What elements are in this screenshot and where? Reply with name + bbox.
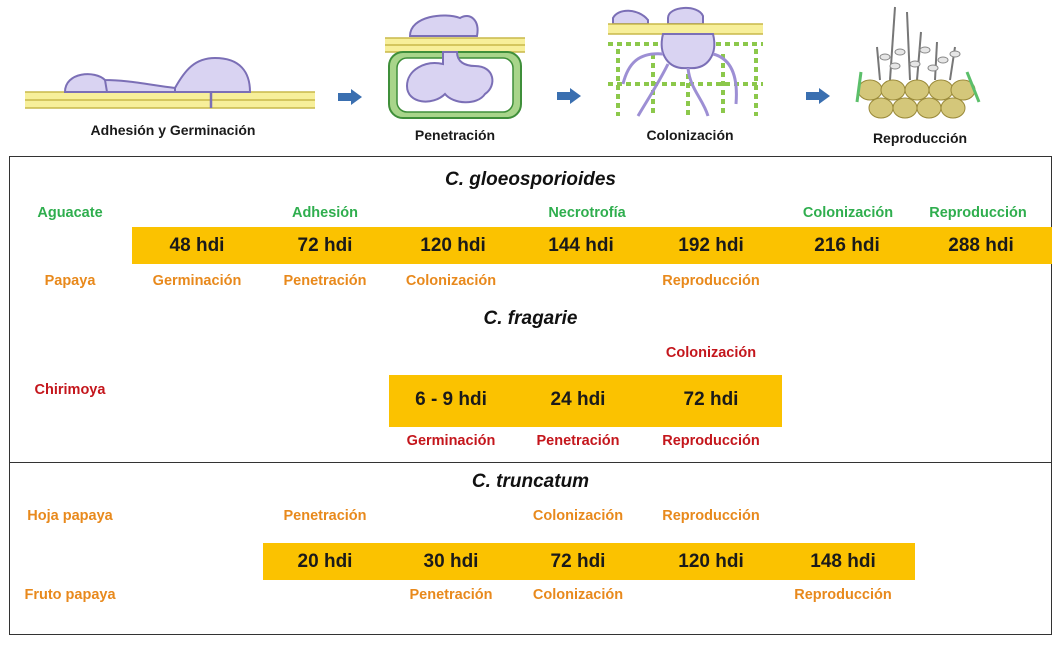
timeline-bar	[132, 227, 1052, 264]
bottom-stage-label: Germinación	[152, 273, 242, 289]
time-point: 20 hdi	[297, 551, 353, 572]
panel-gloeosporioides: C. gloeosporioides Aguacate Papaya Adhes…	[9, 156, 1052, 301]
time-point: 148 hdi	[810, 551, 876, 572]
time-point: 6 - 9 hdi	[415, 389, 487, 410]
time-point: 48 hdi	[169, 235, 225, 256]
top-stage-label: Colonización	[665, 345, 757, 361]
time-point: 144 hdi	[548, 235, 614, 256]
host-label-hoja-papaya: Hoja papaya	[27, 508, 113, 524]
host-label-aguacate: Aguacate	[37, 205, 103, 221]
bottom-stage-label: Colonización	[532, 587, 624, 603]
top-stage-label: Colonización	[802, 205, 894, 221]
bottom-stage-label: Penetración	[283, 273, 367, 289]
top-stage-label: Penetración	[283, 508, 367, 524]
timeline-bar	[389, 375, 782, 427]
bottom-stage-label: Colonización	[405, 273, 497, 289]
panel-truncatum: C. truncatum Hoja papaya Fruto papaya Pe…	[9, 462, 1052, 635]
species-title: C. gloeosporioides	[444, 169, 617, 190]
time-point: 288 hdi	[948, 235, 1014, 256]
bottom-stage-label: Reproducción	[794, 587, 892, 603]
stage-reproduction-illustration	[855, 2, 985, 120]
top-stage-label: Reproducción	[929, 205, 1027, 221]
time-point: 24 hdi	[550, 389, 606, 410]
bottom-stage-label: Penetración	[536, 433, 620, 449]
species-title: C. fragarie	[483, 308, 578, 329]
top-stage-label: Reproducción	[662, 508, 760, 524]
time-point: 120 hdi	[678, 551, 744, 572]
bottom-stage-label: Reproducción	[662, 433, 760, 449]
time-point: 192 hdi	[678, 235, 744, 256]
top-stage-label: Adhesión	[291, 205, 359, 221]
time-point: 72 hdi	[550, 551, 606, 572]
time-point: 72 hdi	[683, 389, 739, 410]
stage-adhesion-illustration	[25, 50, 315, 118]
timeline-bar	[263, 543, 915, 580]
arrow-right-icon	[338, 89, 362, 110]
stage-label-penetration: Penetración	[414, 127, 496, 143]
time-point: 72 hdi	[297, 235, 353, 256]
bottom-stage-label: Reproducción	[662, 273, 760, 289]
time-point: 216 hdi	[814, 235, 880, 256]
stage-label-reproduction: Reproducción	[872, 130, 968, 146]
top-stage-label: Colonización	[532, 508, 624, 524]
host-label-fruto-papaya: Fruto papaya	[24, 587, 116, 603]
host-label-papaya: Papaya	[44, 273, 96, 289]
stage-penetration-illustration	[385, 8, 525, 120]
time-point: 30 hdi	[423, 551, 479, 572]
stage-label-colonization: Colonización	[646, 127, 734, 143]
stage-label-adhesion: Adhesión y Germinación	[90, 122, 256, 138]
bottom-stage-label: Penetración	[409, 587, 493, 603]
panel-fragarie: C. fragarie Chirimoya Colonización 6 - 9…	[9, 300, 1052, 463]
stage-colonization-illustration	[608, 4, 763, 120]
top-stage-label: Necrotrofía	[548, 205, 626, 221]
species-title: C. truncatum	[471, 471, 590, 492]
arrow-right-icon	[806, 88, 830, 109]
arrow-right-icon	[557, 88, 581, 109]
bottom-stage-label: Germinación	[406, 433, 496, 449]
time-point: 120 hdi	[420, 235, 486, 256]
host-label-chirimoya: Chirimoya	[34, 382, 106, 398]
